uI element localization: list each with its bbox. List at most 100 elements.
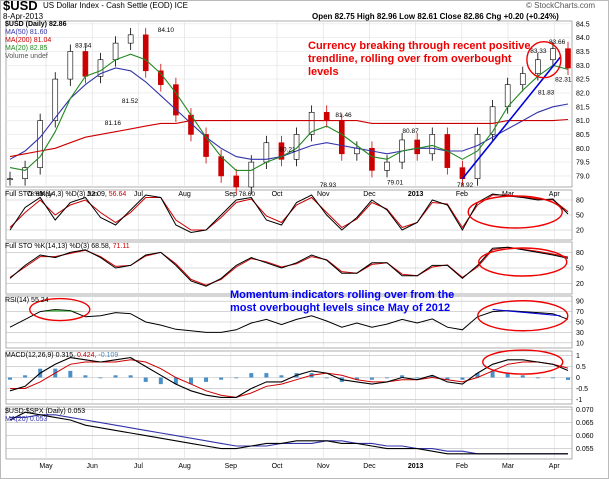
macd-hist-bar (354, 377, 359, 380)
macd-hist-bar (566, 377, 570, 380)
macd-hist-bar (8, 377, 12, 380)
chart-symbol: $USD (3, 0, 38, 13)
y-tick-label-rsi: 90 (576, 299, 584, 306)
macd-hist-bar (324, 377, 329, 379)
ma50-line (9, 67, 569, 160)
y-tick-label-price: 81.5 (576, 104, 590, 111)
rsi-legend: RSI(14) 55.24 (5, 297, 49, 304)
volume-legend: Volume undef (5, 53, 48, 60)
macd-hist-bar (249, 373, 254, 378)
x-tick-label-price: Mar (502, 191, 515, 198)
x-tick-label-price: Dec (363, 191, 376, 198)
rsi-line (9, 308, 569, 333)
annotation-momentum: Momentum indicators rolling over from th… (230, 289, 455, 314)
overbought-circle-sto2 (478, 247, 568, 277)
candle-body (414, 139, 420, 155)
macd-hist-bar (385, 377, 390, 379)
chart-name: US Dollar Index - Cash Settle (EOD) ICE (43, 1, 188, 10)
macd-hist-bar (369, 377, 374, 380)
sto1-legend: Full STO %K(14,3) %D(3) 52.09, 56.64 (5, 191, 126, 199)
candle-body (323, 112, 330, 121)
y-tick-label-sto1: 50 (576, 213, 584, 220)
x-tick-label: Nov (317, 463, 330, 470)
y-tick-label-price: 83.0 (576, 63, 590, 70)
y-tick-label-price: 81.0 (576, 118, 590, 125)
annotation-currency: Currency breaking through recent positiv… (308, 40, 531, 78)
x-tick-label-price: Oct (272, 191, 283, 198)
y-tick-label-price: 79.5 (576, 160, 590, 167)
y-tick-label-price: 79.0 (576, 173, 590, 180)
y-tick-label-rsi: 30 (576, 330, 584, 337)
macd-hist-bar (68, 370, 73, 378)
macd-hist-bar (83, 375, 88, 378)
x-tick-label: Feb (456, 463, 468, 470)
sto2-legend: Full STO %K(14,13) %D(3) 68.58, 71.11 (5, 243, 130, 251)
y-tick-label-price: 84.0 (576, 35, 590, 42)
macd-hist-bar (143, 377, 148, 382)
y-tick-label-ratio: 0.070 (576, 407, 594, 414)
y-tick-label-price: 80.0 (576, 146, 590, 153)
sto2-k-line (9, 246, 569, 287)
ma200-line (9, 118, 569, 158)
price-label: 79.01 (387, 180, 404, 187)
price-label: 83.33 (530, 48, 547, 55)
candle-body (37, 120, 43, 168)
y-tick-label-sto1: 80 (576, 198, 584, 205)
panel-frame-ratio (5, 406, 573, 460)
x-tick-label-price: Nov (317, 191, 330, 198)
y-tick-label-sto2: 80 (576, 250, 584, 257)
price-label: 78.92 (457, 182, 474, 189)
x-tick-label-price: Aug (178, 191, 191, 198)
ma20-legend: MA(20) 82.85 (5, 45, 48, 52)
x-tick-label-price: Jun (87, 191, 98, 198)
macd-hist-bar (219, 377, 224, 380)
price-label: 81.52 (122, 98, 139, 105)
x-tick-label: May (39, 463, 53, 470)
x-tick-label-price: May (39, 191, 53, 198)
macd-hist-value: -0.109 (98, 352, 119, 359)
candle-body (82, 51, 89, 77)
macd-hist-bar (264, 373, 269, 378)
ma20-line (9, 53, 569, 171)
price-label: 80.87 (402, 128, 419, 135)
candle-body (278, 142, 285, 160)
x-tick-label: Dec (363, 463, 376, 470)
ratio-title: $USD:$SPX (Daily) 0.053 (5, 408, 86, 415)
y-tick-label-ratio: 0.065 (576, 420, 594, 427)
ohlc-readout: Open 82.75 High 82.96 Low 82.61 Close 82… (312, 12, 559, 21)
macd-hist-bar (400, 375, 405, 378)
x-tick-label: Apr (549, 463, 561, 470)
overbought-circle-rsi-2013 (477, 300, 569, 332)
macd-hist-bar (128, 375, 133, 378)
rsi-trendline (492, 309, 561, 317)
ratio-line (9, 411, 568, 455)
rsi-overbought-fill (25, 309, 86, 312)
macd-hist-bar (234, 377, 239, 379)
macd-hist-bar (204, 377, 209, 382)
ratio-ma-legend: MA(20) 0.053 (5, 416, 48, 423)
price-legend: $USD (Daily) 82.86 (5, 21, 67, 28)
macd-signal-value: 0.424, (77, 352, 97, 359)
y-tick-label-rsi: 10 (576, 340, 584, 347)
candle-body (97, 59, 104, 77)
price-label: 81.46 (335, 112, 352, 119)
macd-hist-bar (475, 373, 480, 378)
price-label: 78.60 (27, 191, 44, 198)
sto2-d-line (9, 246, 569, 286)
y-tick-label-macd: -0.5 (576, 386, 588, 393)
price-label: 84.10 (158, 27, 175, 34)
candle-body (293, 134, 300, 160)
candle-body (308, 112, 315, 135)
candle-body (248, 161, 255, 188)
y-tick-label-sto2: 50 (576, 266, 584, 273)
candle-body (338, 120, 345, 155)
macd-legend: MACD(12,26,9) 0.315, 0.424, -0.109 (5, 352, 118, 360)
macd-hist-bar (535, 377, 540, 379)
macd-hist-bar (460, 377, 465, 380)
macd-hist-bar (23, 375, 28, 378)
x-tick-label: Aug (178, 463, 191, 470)
x-tick-label: Oct (272, 463, 283, 470)
candle-body (565, 48, 571, 69)
y-tick-label-rsi: 50 (576, 320, 584, 327)
candle-body (489, 106, 496, 135)
